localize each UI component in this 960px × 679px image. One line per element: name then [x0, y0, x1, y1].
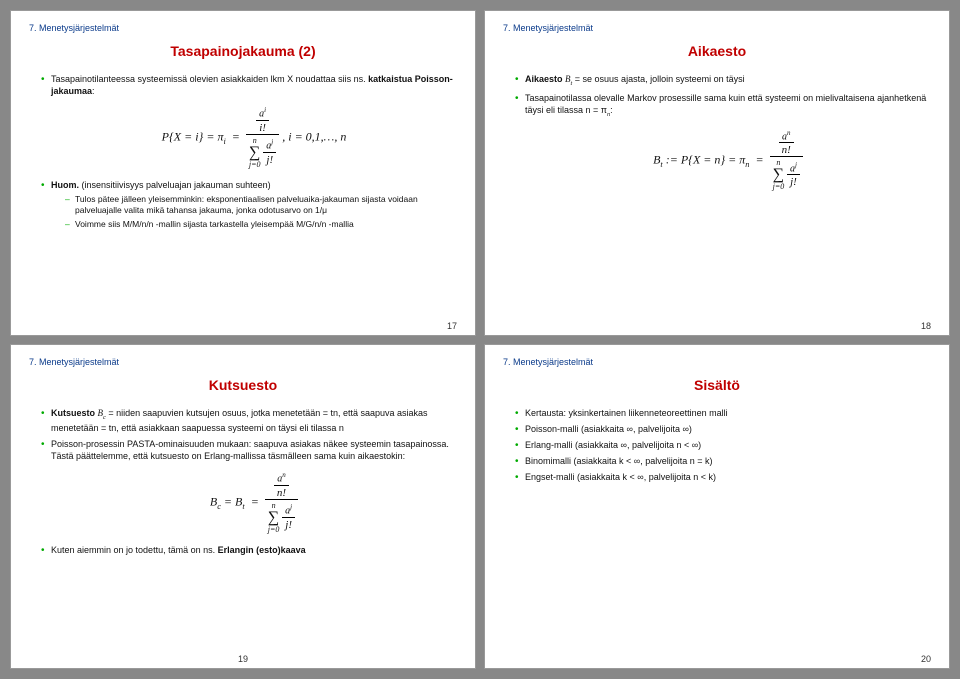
- bullet-item: Poisson-malli (asiakkaita ∞, palvelijoit…: [515, 423, 931, 435]
- page-number: 17: [447, 321, 457, 331]
- slide-title: Kutsuesto: [29, 377, 457, 393]
- slide-title: Sisältö: [503, 377, 931, 393]
- slide-header: 7. Menetysjärjestelmät: [29, 23, 457, 33]
- sub-item: Tulos pätee jälleen yleisemminkin: ekspo…: [65, 194, 457, 216]
- bullet-item: Aikaesto Bt = se osuus ajasta, jolloin s…: [515, 73, 931, 88]
- slide-17: 7. Menetysjärjestelmät Tasapainojakauma …: [10, 10, 476, 336]
- slide-18: 7. Menetysjärjestelmät Aikaesto Aikaesto…: [484, 10, 950, 336]
- formula: P{X = i} = πi = ai i! n ∑: [51, 107, 457, 168]
- bullet-item: Poisson-prosessin PASTA-ominaisuuden muk…: [41, 438, 457, 534]
- bullet-item: Kertausta: yksinkertainen liikenneteoree…: [515, 407, 931, 419]
- bullet-list: Kertausta: yksinkertainen liikenneteoree…: [503, 407, 931, 484]
- bullet-item: Erlang-malli (asiakkaita ∞, palvelijoita…: [515, 439, 931, 451]
- bullet-list: Tasapainotilanteessa systeemissä olevien…: [29, 73, 457, 230]
- formula: Bt := P{X = n} = πn = an n! n: [525, 130, 931, 191]
- fraction: ai i! n ∑ j=0 aj j: [246, 107, 279, 168]
- bullet-list: Kutsuesto Bc = niiden saapuvien kutsujen…: [29, 407, 457, 556]
- slide-title: Tasapainojakauma (2): [29, 43, 457, 59]
- bullet-item: Kuten aiemmin on jo todettu, tämä on ns.…: [41, 544, 457, 556]
- sub-list: Tulos pätee jälleen yleisemminkin: ekspo…: [51, 194, 457, 230]
- bullet-item: Kutsuesto Bc = niiden saapuvien kutsujen…: [41, 407, 457, 434]
- slide-20: 7. Menetysjärjestelmät Sisältö Kertausta…: [484, 344, 950, 670]
- slide-header: 7. Menetysjärjestelmät: [29, 357, 457, 367]
- bullet-item: Binomimalli (asiakkaita k < ∞, palvelijo…: [515, 455, 931, 467]
- page-number: 18: [921, 321, 931, 331]
- slide-19: 7. Menetysjärjestelmät Kutsuesto Kutsues…: [10, 344, 476, 670]
- bullet-item: Huom. (insensitiivisyys palveluajan jaka…: [41, 179, 457, 230]
- slide-grid: 7. Menetysjärjestelmät Tasapainojakauma …: [10, 10, 950, 669]
- bullet-item: Tasapainotilanteessa systeemissä olevien…: [41, 73, 457, 169]
- page-number: 19: [11, 654, 475, 664]
- sub-item: Voimme siis M/M/n/n -mallin sijasta tark…: [65, 219, 457, 230]
- fraction: an n! n ∑ j=0 aj j: [265, 472, 298, 533]
- slide-header: 7. Menetysjärjestelmät: [503, 357, 931, 367]
- page-number: 20: [921, 654, 931, 664]
- slide-header: 7. Menetysjärjestelmät: [503, 23, 931, 33]
- bullet-list: Aikaesto Bt = se osuus ajasta, jolloin s…: [503, 73, 931, 191]
- fraction: an n! n ∑ j=0 aj j: [770, 130, 803, 191]
- slide-title: Aikaesto: [503, 43, 931, 59]
- bullet-item: Tasapainotilassa olevalle Markov prosess…: [515, 92, 931, 191]
- formula: Bc = Bt = an n! n: [51, 472, 457, 533]
- bullet-item: Engset-malli (asiakkaita k < ∞, palvelij…: [515, 471, 931, 483]
